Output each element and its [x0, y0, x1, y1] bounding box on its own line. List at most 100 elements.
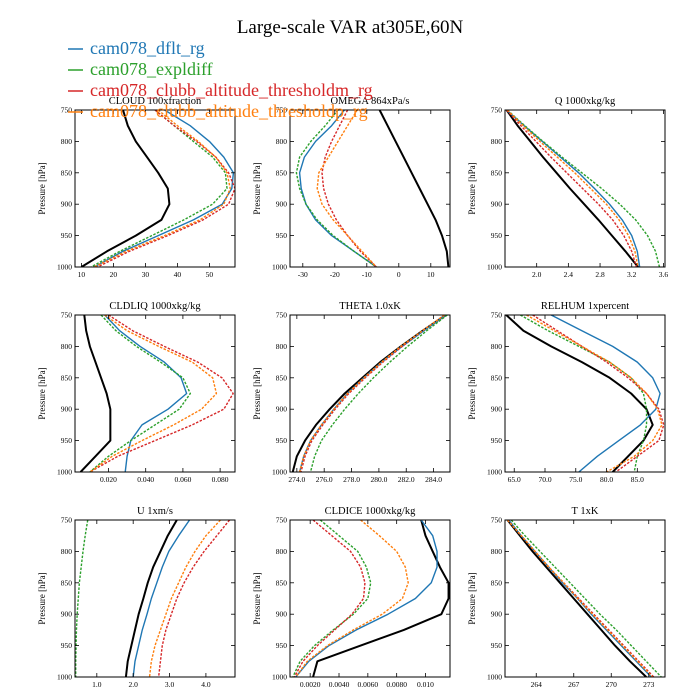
series-line-4	[157, 520, 231, 677]
series-line-3	[90, 110, 228, 267]
y-tick-label: 800	[61, 547, 73, 556]
x-tick-label: 3.2	[627, 270, 637, 279]
series-line-2	[298, 315, 447, 472]
x-tick-label: 264	[531, 680, 543, 689]
series-line-1	[505, 315, 654, 472]
plot-frame	[74, 314, 236, 473]
y-tick-label: 750	[276, 106, 288, 115]
x-tick-label: 10	[427, 270, 435, 279]
y-tick-label: 850	[276, 578, 288, 587]
y-tick-label: 1000	[57, 673, 72, 682]
x-tick-label: 1.0	[92, 680, 102, 689]
series-line-5	[298, 315, 445, 472]
series-line-3	[510, 520, 662, 677]
series-line-4	[300, 315, 445, 472]
y-tick-label: 900	[61, 200, 73, 209]
legend-label: cam078_clubb_altitude_thresholdm_rg	[90, 80, 373, 100]
y-tick-label: 950	[491, 231, 503, 240]
y-tick-label: 900	[276, 200, 288, 209]
y-axis-label: Pressure [hPa]	[467, 162, 477, 214]
panel-title: T 1xK	[572, 506, 599, 517]
y-tick-label: 1000	[57, 468, 72, 477]
legend-entry-2: cam078_expldiff	[68, 59, 213, 79]
x-tick-label: 2.8	[595, 270, 605, 279]
series-line-3	[292, 520, 372, 677]
y-tick-label: 800	[276, 137, 288, 146]
y-axis-label: Pressure [hPa]	[467, 572, 477, 624]
series-line-4	[506, 110, 638, 267]
y-tick-label: 950	[61, 231, 73, 240]
y-tick-label: 850	[491, 168, 503, 177]
x-tick-label: 273	[643, 680, 655, 689]
y-tick-label: 950	[276, 231, 288, 240]
y-tick-label: 900	[491, 405, 503, 414]
y-tick-label: 750	[276, 311, 288, 320]
panel-title: OMEGA 864xPa/s	[330, 96, 409, 107]
y-tick-label: 750	[61, 106, 73, 115]
panel-grid: CLOUD 100xfraction 750 800 850 900 950 1000 10 2…	[37, 96, 668, 689]
plot-frame	[289, 314, 451, 473]
plot-frame	[289, 519, 451, 678]
series-line-1	[506, 520, 647, 677]
y-axis-label: Pressure [hPa]	[252, 572, 262, 624]
y-tick-label: 800	[276, 342, 288, 351]
legend-entry-4: cam078_clubb_altitude_thresholdp_rg	[68, 101, 368, 121]
series-line-2	[104, 315, 188, 472]
x-tick-label: 3.6	[659, 270, 669, 279]
series-group	[506, 520, 662, 677]
y-tick-label: 950	[276, 436, 288, 445]
chart-panel-1: CLOUD 100xfraction 750 800 850 900 950 1000 10 2…	[37, 96, 236, 279]
y-axis-label: Pressure [hPa]	[37, 162, 47, 214]
series-line-4	[97, 110, 235, 267]
y-tick-label: 950	[491, 641, 503, 650]
series-line-2	[132, 520, 191, 677]
plot-frame	[74, 109, 236, 268]
y-tick-label: 800	[491, 342, 503, 351]
x-tick-label: 274.0	[288, 475, 305, 484]
plot-frame	[504, 314, 666, 473]
x-tick-label: 75.0	[569, 475, 582, 484]
x-tick-label: 0.020	[100, 475, 117, 484]
series-line-1	[79, 315, 112, 472]
x-tick-label: 20	[110, 270, 118, 279]
y-axis-label: Pressure [hPa]	[252, 367, 262, 419]
series-line-2	[550, 315, 661, 472]
chart-panel-7: U 1xm/s 750 800 850 900 950 1000 1.0 2.0 3.0 4.0 Pr…	[37, 506, 236, 689]
x-tick-label: 2.0	[128, 680, 138, 689]
series-group	[505, 110, 661, 267]
x-tick-label: 284.0	[425, 475, 442, 484]
series-line-5	[89, 315, 218, 472]
y-tick-label: 850	[491, 578, 503, 587]
chart-panel-3: Q 1000xkg/kg 750 800 850 900 950 1000 2.0 2.4 2.8…	[467, 96, 668, 279]
y-tick-label: 750	[491, 311, 503, 320]
panel-title: CLDLIQ 1000xkg/kg	[109, 301, 201, 312]
series-line-2	[506, 110, 641, 267]
series-group	[505, 315, 665, 472]
y-tick-label: 900	[61, 610, 73, 619]
x-tick-label: 267	[568, 680, 580, 689]
x-tick-label: 0.010	[417, 680, 434, 689]
x-tick-label: 50	[206, 270, 214, 279]
series-group	[292, 520, 450, 677]
series-line-5	[506, 520, 654, 677]
x-tick-label: 0.0020	[300, 680, 321, 689]
x-tick-label: 280.0	[370, 475, 387, 484]
y-tick-label: 800	[491, 547, 503, 556]
plot-frame	[504, 109, 666, 268]
series-line-5	[316, 110, 377, 267]
series-line-5	[506, 110, 639, 267]
x-tick-label: -30	[298, 270, 308, 279]
series-line-2	[298, 110, 377, 267]
x-tick-label: 2.0	[532, 270, 542, 279]
x-tick-label: 4.0	[201, 680, 211, 689]
y-tick-label: 900	[276, 405, 288, 414]
series-group	[80, 110, 235, 267]
series-line-1	[312, 520, 450, 677]
y-tick-label: 1000	[57, 263, 72, 272]
panel-title: Q 1000xkg/kg	[555, 96, 616, 107]
series-line-1	[378, 110, 450, 267]
y-tick-label: 850	[491, 373, 503, 382]
series-group	[295, 110, 450, 267]
plot-frame	[289, 109, 451, 268]
